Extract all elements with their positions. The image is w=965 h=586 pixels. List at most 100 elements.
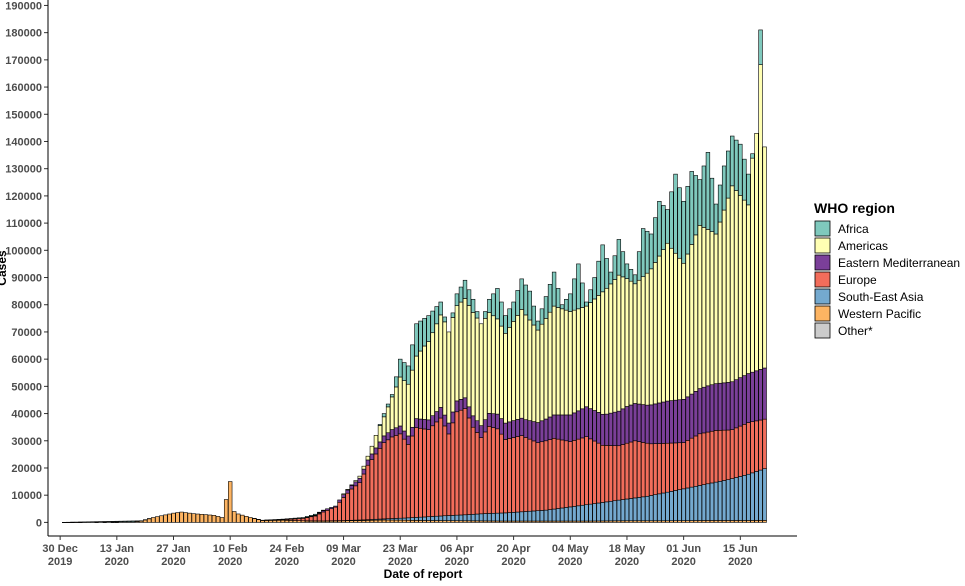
bar-segment-south-east-asia: [612, 500, 617, 522]
bar-segment-western-pacific: [187, 512, 192, 523]
bar-segment-africa: [126, 520, 132, 523]
bar-segment-south-east-asia: [466, 514, 472, 522]
bar-segment-africa: [645, 230, 650, 274]
bar-segment-africa: [406, 365, 411, 385]
y-tick-label: 20000: [11, 463, 42, 475]
bar-segment-eastern-mediterranean: [381, 435, 387, 443]
bar-segment-africa: [596, 260, 601, 296]
bar-segment-americas: [620, 276, 626, 410]
bar-segment-americas: [738, 195, 743, 378]
x-tick-label: 23 Mar: [383, 543, 419, 555]
bar-segment-eastern-mediterranean: [653, 403, 658, 444]
x-tick-label: 2020: [728, 556, 752, 568]
bar-segment-europe: [462, 408, 468, 516]
bar-segment-south-east-asia: [640, 496, 646, 522]
bar-segment-western-pacific: [167, 513, 172, 523]
bar-segment-americas: [487, 312, 492, 414]
bar-segment-americas: [742, 199, 747, 376]
bar-segment-americas: [645, 272, 650, 406]
bar-segment-africa: [661, 205, 666, 250]
bar-segment-western-pacific: [754, 520, 759, 523]
bar-segment-americas: [689, 244, 694, 395]
legend-label: Europe: [838, 273, 877, 287]
bar-segment-americas: [600, 291, 605, 415]
bar-segment-europe: [313, 515, 318, 522]
bar-segment-americas: [414, 355, 419, 419]
bar-segment-western-pacific: [175, 512, 180, 523]
bar-segment-americas: [681, 262, 686, 400]
bar-segment-europe: [560, 439, 565, 509]
bar-segment-western-pacific: [248, 517, 253, 523]
bar-segment-south-east-asia: [531, 510, 536, 522]
bar-segment-africa: [410, 344, 415, 371]
bar-segment-americas: [361, 465, 366, 470]
bar-segment-europe: [608, 445, 613, 502]
bar-segment-europe: [612, 445, 617, 502]
bar-segment-africa: [709, 177, 715, 232]
bar-segment-europe: [543, 440, 549, 511]
bar-segment-eastern-mediterranean: [645, 404, 650, 444]
y-tick-label: 110000: [6, 218, 42, 230]
bar-segment-americas: [527, 319, 532, 421]
bar-segment-eastern-mediterranean: [438, 407, 443, 419]
x-tick-label: 04 May: [552, 543, 590, 555]
bar-segment-europe: [329, 508, 334, 522]
bar-segment-europe: [701, 432, 707, 485]
bar-segment-africa: [730, 135, 735, 187]
bar-segment-americas: [592, 298, 597, 411]
bar-segment-south-east-asia: [454, 514, 460, 522]
bar-segment-south-east-asia: [576, 505, 581, 522]
bar-segment-western-pacific: [256, 519, 261, 523]
bar-segment-europe: [454, 411, 460, 516]
bar-segment-western-pacific: [163, 514, 168, 523]
bar-segment-americas: [369, 445, 375, 455]
bar-segment-americas: [479, 323, 484, 426]
bar-segment-americas: [726, 197, 731, 383]
y-tick-label: 120000: [5, 191, 42, 203]
bar-segment-americas: [470, 312, 476, 417]
bar-segment-eastern-mediterranean: [369, 453, 375, 460]
bar-segment-eastern-mediterranean: [454, 400, 460, 413]
bar-segment-eastern-mediterranean: [568, 414, 573, 442]
bar-segment-eastern-mediterranean: [600, 413, 605, 446]
bar-segment-eastern-mediterranean: [661, 401, 666, 444]
bar-segment-south-east-asia: [624, 498, 630, 522]
bar-segment-europe: [721, 429, 727, 481]
bar-segment-europe: [349, 488, 354, 521]
bar-segment-europe: [418, 427, 423, 518]
bar-segment-eastern-mediterranean: [604, 413, 609, 446]
bar-segment-africa: [515, 290, 520, 316]
bar-segment-europe: [406, 444, 411, 519]
bar-segment-americas: [713, 233, 719, 384]
bar-segment-americas: [612, 279, 617, 413]
x-tick-label: 2020: [218, 556, 242, 568]
bar-segment-americas: [519, 309, 524, 419]
bar-segment-europe: [713, 430, 719, 483]
bar-segment-europe: [693, 435, 698, 487]
bar-segment-africa: [317, 511, 322, 514]
bar-segment-south-east-asia: [762, 468, 767, 521]
bar-segment-western-pacific: [179, 511, 184, 523]
legend-label: Africa: [838, 222, 869, 236]
bar-segment-western-pacific: [284, 520, 290, 523]
bar-segment-eastern-mediterranean: [523, 419, 528, 438]
bar-segment-africa: [511, 301, 516, 322]
x-tick-label: 30 Dec: [42, 543, 77, 555]
bar-segment-south-east-asia: [527, 510, 532, 522]
bar-segment-eastern-mediterranean: [560, 414, 565, 441]
bar-segment-south-east-asia: [434, 515, 439, 521]
bar-segment-africa: [738, 143, 743, 196]
bar-segment-south-east-asia: [746, 473, 751, 521]
bar-segment-europe: [762, 418, 767, 469]
bar-segment-south-east-asia: [620, 499, 626, 522]
bar-segment-africa: [402, 362, 407, 381]
bar-segment-americas: [499, 325, 504, 419]
bar-segment-americas: [418, 350, 423, 420]
bar-segment-americas: [394, 386, 399, 429]
bar-segment-americas: [442, 321, 447, 416]
bar-segment-americas: [426, 341, 431, 421]
x-tick-label: 2019: [48, 556, 72, 568]
bar-segment-africa: [414, 323, 419, 357]
bar-segment-africa: [313, 513, 318, 516]
bar-segment-western-pacific: [369, 519, 375, 523]
